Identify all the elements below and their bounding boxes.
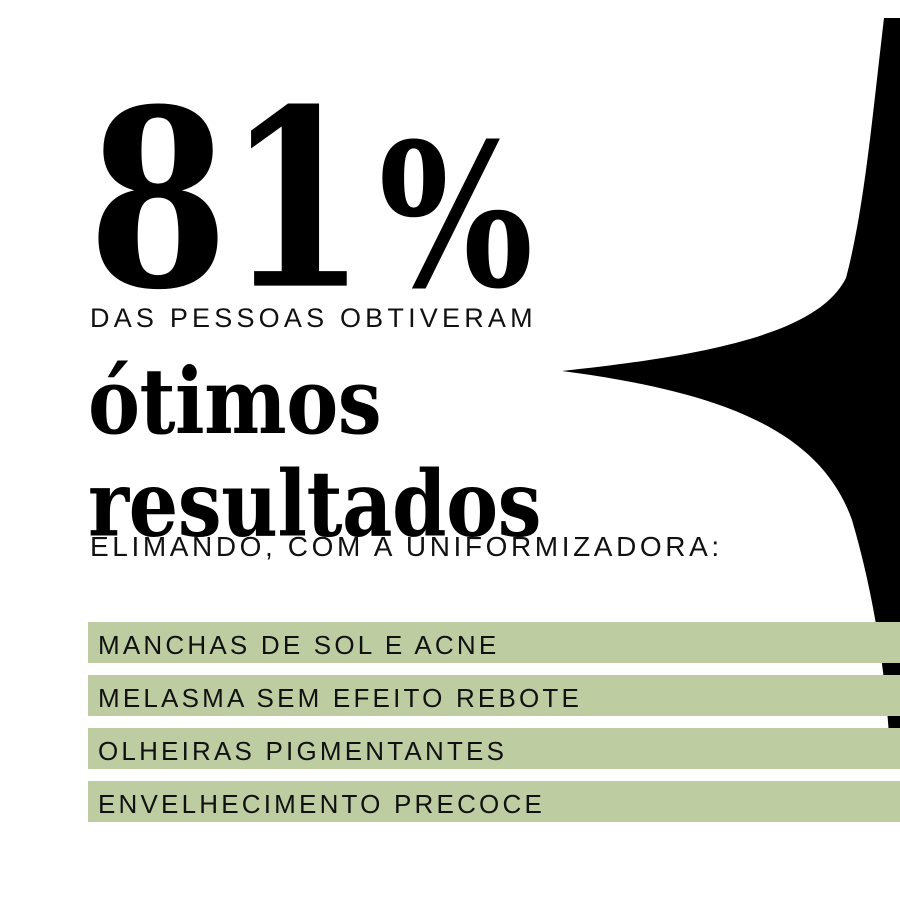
percent-symbol: % [378,99,534,333]
list-item: OLHEIRAS PIGMENTANTES [88,728,900,769]
subline-text: ELIMANDO, COM A UNIFORMIZADORA: [90,531,723,562]
benefits-list: MANCHAS DE SOL E ACNE MELASMA SEM EFEITO… [0,622,900,834]
stat-value: 81 [88,56,367,345]
benefit-label: OLHEIRAS PIGMENTANTES [98,736,508,766]
stat-number: 81% [88,78,533,339]
list-item: ENVELHECIMENTO PRECOCE [88,781,900,822]
benefit-label: MELASMA SEM EFEITO REBOTE [98,683,583,713]
kicker-text: DAS PESSOAS OBTIVERAM [90,303,537,333]
emphasis-line-2: resultados [88,451,542,558]
emphasis-text: ótimos resultados [88,349,542,558]
benefit-label: MANCHAS DE SOL E ACNE [98,630,500,660]
benefit-label: ENVELHECIMENTO PRECOCE [98,789,545,819]
list-item: MELASMA SEM EFEITO REBOTE [88,675,900,716]
list-item: MANCHAS DE SOL E ACNE [88,622,900,663]
benefit-bar-background [88,781,900,822]
emphasis-line-1: ótimos [88,349,382,456]
